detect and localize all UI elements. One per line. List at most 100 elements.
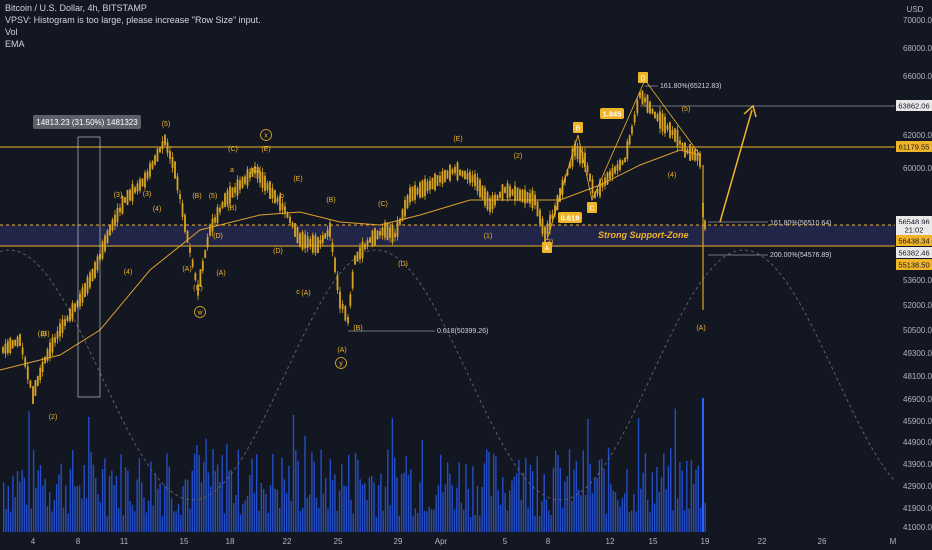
candle-body [249, 172, 251, 178]
volume-bar [124, 467, 127, 532]
volume-bar [465, 464, 467, 532]
candle-body [694, 149, 696, 161]
candle-body [364, 244, 366, 250]
candle-body [666, 125, 669, 130]
volume-bar [686, 461, 688, 532]
candle-body [356, 251, 359, 262]
volume-bar [145, 512, 147, 532]
wave-circle-label: x [264, 133, 268, 140]
candle-body [86, 277, 89, 293]
candle-body [489, 198, 491, 212]
volume-bar [262, 488, 265, 532]
candle-body [334, 257, 336, 273]
wave-letter: D [640, 76, 645, 83]
volume-bar [603, 468, 605, 532]
candle-body [347, 316, 349, 324]
candle-body [244, 176, 246, 184]
wave-circle [260, 129, 272, 141]
candle-body [164, 134, 166, 146]
volume-bar [65, 485, 67, 532]
volume-bar [297, 460, 299, 532]
volume-bar [341, 464, 343, 532]
candle-body [606, 172, 609, 185]
y-tick-label: 50500.00 [903, 326, 932, 335]
volume-bar [550, 514, 552, 532]
candle-body [429, 180, 431, 190]
volume-bar [19, 482, 21, 532]
candle-body [124, 197, 126, 203]
candle-body [501, 184, 504, 201]
candle-body [314, 235, 317, 253]
wave-letter-box [638, 72, 648, 83]
volume-bar [444, 484, 446, 532]
volume-bar [191, 470, 193, 532]
wave-label: (A) [301, 290, 310, 297]
volume-bar [49, 492, 51, 532]
volume-bar [260, 483, 262, 532]
y-tick-label: 46900.00 [903, 395, 932, 404]
volume-bar [440, 454, 442, 532]
wave-label: (E) [453, 136, 462, 143]
candle-body [659, 111, 661, 129]
candle-body [204, 250, 207, 258]
volume-bar [223, 513, 226, 532]
volume-bar [633, 494, 635, 532]
volume-bar [614, 491, 617, 532]
candle-body [584, 152, 586, 168]
wave-label: (C) [250, 167, 260, 174]
candle-body [11, 340, 14, 349]
ratio-label: 0.619 [561, 214, 580, 223]
volume-bar [141, 482, 143, 532]
volume-bar [387, 449, 389, 532]
volume-bar [242, 504, 244, 532]
wave-letter-box [542, 242, 552, 253]
ratio-box [600, 108, 624, 119]
candle-body [29, 380, 32, 388]
wave-label: (C) [228, 146, 238, 153]
wave-letter-box [587, 202, 597, 213]
volume-bar [292, 414, 295, 532]
volume-bar [410, 469, 412, 532]
candle-body [556, 195, 559, 210]
candle-body [406, 195, 409, 209]
volume-bar [435, 495, 437, 532]
candle-body [199, 269, 202, 287]
candle-body [586, 165, 589, 173]
candle-body [359, 247, 361, 260]
volume-bar [104, 458, 106, 532]
candle-body [141, 178, 144, 187]
volume-bar [665, 489, 667, 532]
candle-body [679, 140, 681, 145]
volume-bar [380, 473, 382, 532]
y-tick-label: 44900.00 [903, 438, 932, 447]
volume-bar [58, 474, 60, 532]
candle-body [241, 177, 244, 188]
volume-bar [42, 485, 44, 532]
candle-body [539, 210, 541, 225]
candle-body [421, 180, 424, 198]
volume-bar [283, 479, 285, 532]
volume-bar [28, 411, 30, 532]
candle-body [628, 135, 631, 145]
candle-body [371, 230, 374, 247]
candle-body [154, 155, 156, 165]
candle-body [89, 272, 91, 288]
volume-bar [5, 508, 7, 532]
candle-body [414, 185, 416, 200]
volume-bar [596, 477, 598, 532]
candle-body [524, 189, 526, 204]
volume-bar [166, 453, 168, 532]
volume-bar [78, 485, 81, 532]
x-tick-label: 26 [818, 537, 827, 546]
volume-bar [302, 507, 304, 532]
candle-body [54, 337, 56, 343]
volume-bar [552, 467, 555, 532]
volume-bar [35, 487, 37, 532]
volume-bar [313, 461, 315, 532]
volume-bar [106, 516, 108, 532]
wave-label: (3) [143, 191, 152, 198]
abcd-zigzag [546, 79, 701, 241]
candle-body [519, 189, 521, 201]
